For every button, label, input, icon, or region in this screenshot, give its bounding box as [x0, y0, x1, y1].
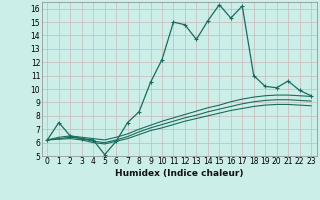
- X-axis label: Humidex (Indice chaleur): Humidex (Indice chaleur): [115, 169, 244, 178]
